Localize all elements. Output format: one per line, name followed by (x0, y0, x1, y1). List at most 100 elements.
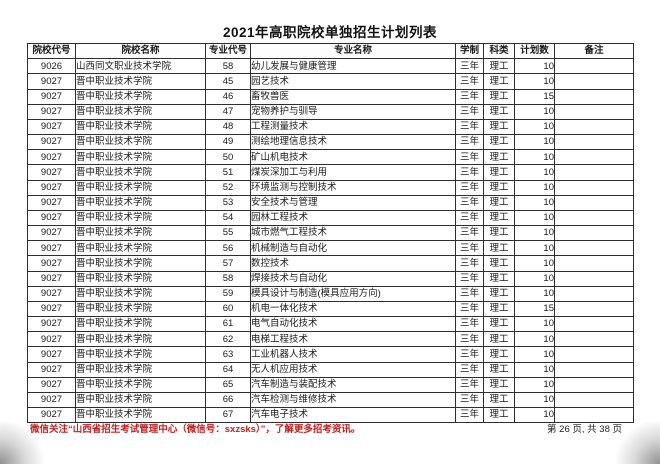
cell-college-code: 9027 (27, 270, 76, 287)
cell-plan-count: 10 (514, 134, 555, 151)
cell-category: 理工 (483, 194, 515, 211)
cell-major-code: 62 (205, 331, 251, 348)
cell-remark (554, 88, 634, 105)
cell-major-name: 安全技术与管理 (250, 194, 456, 211)
cell-college-code: 9027 (27, 209, 76, 227)
cell-remark (554, 118, 634, 136)
cell-major-code: 52 (205, 179, 251, 196)
cell-college-code: 9027 (27, 103, 76, 120)
cell-category: 理工 (483, 391, 515, 409)
cell-college-name: 晋中职业技术学院 (75, 88, 206, 105)
cell-major-name: 电气自动化技术 (250, 316, 456, 333)
cell-major-code: 49 (205, 134, 251, 151)
cell-college-code: 9027 (27, 407, 76, 424)
cell-plan-count: 10 (514, 376, 555, 393)
cell-plan-count: 10 (514, 255, 555, 272)
cell-plan-count: 15 (514, 300, 555, 318)
cell-college-code: 9027 (27, 376, 76, 393)
cell-major-name: 工业机器人技术 (250, 346, 456, 363)
table-row: 9027 晋中职业技术学院 64 无人机应用技术 三年 理工 10 (27, 361, 634, 378)
table-row: 9027 晋中职业技术学院 51 煤炭深加工与利用 三年 理工 10 (27, 164, 634, 181)
cell-plan-count: 10 (514, 240, 555, 257)
cell-category: 理工 (483, 316, 515, 333)
cell-college-name: 晋中职业技术学院 (75, 225, 206, 242)
cell-major-name: 无人机应用技术 (250, 361, 456, 378)
cell-plan-count: 10 (514, 73, 555, 90)
cell-college-code: 9027 (27, 134, 76, 151)
table-header-row: 院校代号 院校名称 专业代号 专业名称 学制 科类 计划数 备注 (27, 42, 634, 60)
cell-remark (554, 331, 634, 348)
table-row: 9027 晋中职业技术学院 47 宠物养护与驯导 三年 理工 10 (27, 103, 634, 120)
cell-college-name: 晋中职业技术学院 (75, 179, 206, 196)
column-header-remark: 备注 (554, 42, 634, 60)
table-row: 9027 晋中职业技术学院 48 工程测量技术 三年 理工 10 (27, 118, 634, 136)
cell-category: 理工 (483, 179, 515, 196)
table-row: 9027 晋中职业技术学院 50 矿山机电技术 三年 理工 10 (27, 149, 634, 166)
cell-college-name: 晋中职业技术学院 (75, 134, 206, 151)
cell-plan-count: 10 (514, 361, 555, 378)
cell-category: 理工 (483, 285, 515, 302)
cell-college-code: 9027 (27, 118, 76, 136)
cell-duration: 三年 (455, 103, 484, 120)
page-title: 2021年高职院校单独招生计划列表 (222, 25, 438, 40)
column-header-college-code: 院校代号 (27, 42, 76, 60)
cell-college-name: 晋中职业技术学院 (75, 103, 206, 120)
cell-category: 理工 (483, 118, 515, 136)
cell-plan-count: 10 (514, 225, 555, 242)
cell-remark (554, 407, 634, 424)
cell-category: 理工 (483, 255, 515, 272)
table-row: 9027 晋中职业技术学院 63 工业机器人技术 三年 理工 10 (27, 346, 634, 363)
cell-plan-count: 10 (514, 316, 555, 333)
cell-major-code: 65 (205, 376, 251, 393)
cell-plan-count: 10 (514, 209, 555, 227)
cell-major-code: 48 (205, 118, 251, 136)
cell-duration: 三年 (455, 179, 484, 196)
cell-college-code: 9027 (27, 164, 76, 181)
cell-duration: 三年 (455, 209, 484, 227)
cell-college-code: 9027 (27, 300, 76, 318)
table-row: 9027 晋中职业技术学院 49 测绘地理信息技术 三年 理工 10 (27, 134, 634, 151)
cell-duration: 三年 (455, 134, 484, 151)
table-row: 9027 晋中职业技术学院 52 环境监测与控制技术 三年 理工 10 (27, 179, 634, 196)
cell-duration: 三年 (455, 300, 484, 318)
cell-plan-count: 10 (514, 179, 555, 196)
cell-remark (554, 103, 634, 120)
cell-duration: 三年 (455, 285, 484, 302)
cell-duration: 三年 (455, 376, 484, 393)
cell-remark (554, 240, 634, 257)
column-header-category: 科类 (483, 42, 515, 60)
cell-plan-count: 10 (514, 270, 555, 287)
cell-duration: 三年 (455, 270, 484, 287)
column-header-college-name: 院校名称 (75, 42, 206, 60)
cell-college-code: 9027 (27, 391, 76, 409)
cell-category: 理工 (483, 58, 515, 75)
cell-category: 理工 (483, 240, 515, 257)
cell-college-name: 晋中职业技术学院 (75, 73, 206, 90)
cell-remark (554, 285, 634, 302)
cell-major-code: 56 (205, 240, 251, 257)
cell-college-name: 山西同文职业技术学院 (75, 58, 206, 75)
cell-remark (554, 376, 634, 393)
cell-major-name: 电梯工程技术 (250, 331, 456, 348)
cell-college-code: 9027 (27, 149, 76, 166)
cell-plan-count: 10 (514, 285, 555, 302)
cell-college-code: 9027 (27, 225, 76, 242)
cell-category: 理工 (483, 331, 515, 348)
table-row: 9027 晋中职业技术学院 58 焊接技术与自动化 三年 理工 10 (27, 270, 634, 287)
cell-college-name: 晋中职业技术学院 (75, 209, 206, 227)
cell-duration: 三年 (455, 194, 484, 211)
table-row: 9027 晋中职业技术学院 67 汽车电子技术 三年 理工 10 (27, 407, 634, 424)
cell-remark (554, 134, 634, 151)
cell-duration: 三年 (455, 255, 484, 272)
cell-college-name: 晋中职业技术学院 (75, 270, 206, 287)
cell-category: 理工 (483, 270, 515, 287)
cell-plan-count: 10 (514, 58, 555, 75)
cell-duration: 三年 (455, 407, 484, 424)
cell-college-name: 晋中职业技术学院 (75, 331, 206, 348)
cell-college-name: 晋中职业技术学院 (75, 376, 206, 393)
cell-plan-count: 10 (514, 194, 555, 211)
cell-major-code: 66 (205, 391, 251, 409)
table-row: 9027 晋中职业技术学院 55 城市燃气工程技术 三年 理工 10 (27, 225, 634, 242)
cell-category: 理工 (483, 209, 515, 227)
